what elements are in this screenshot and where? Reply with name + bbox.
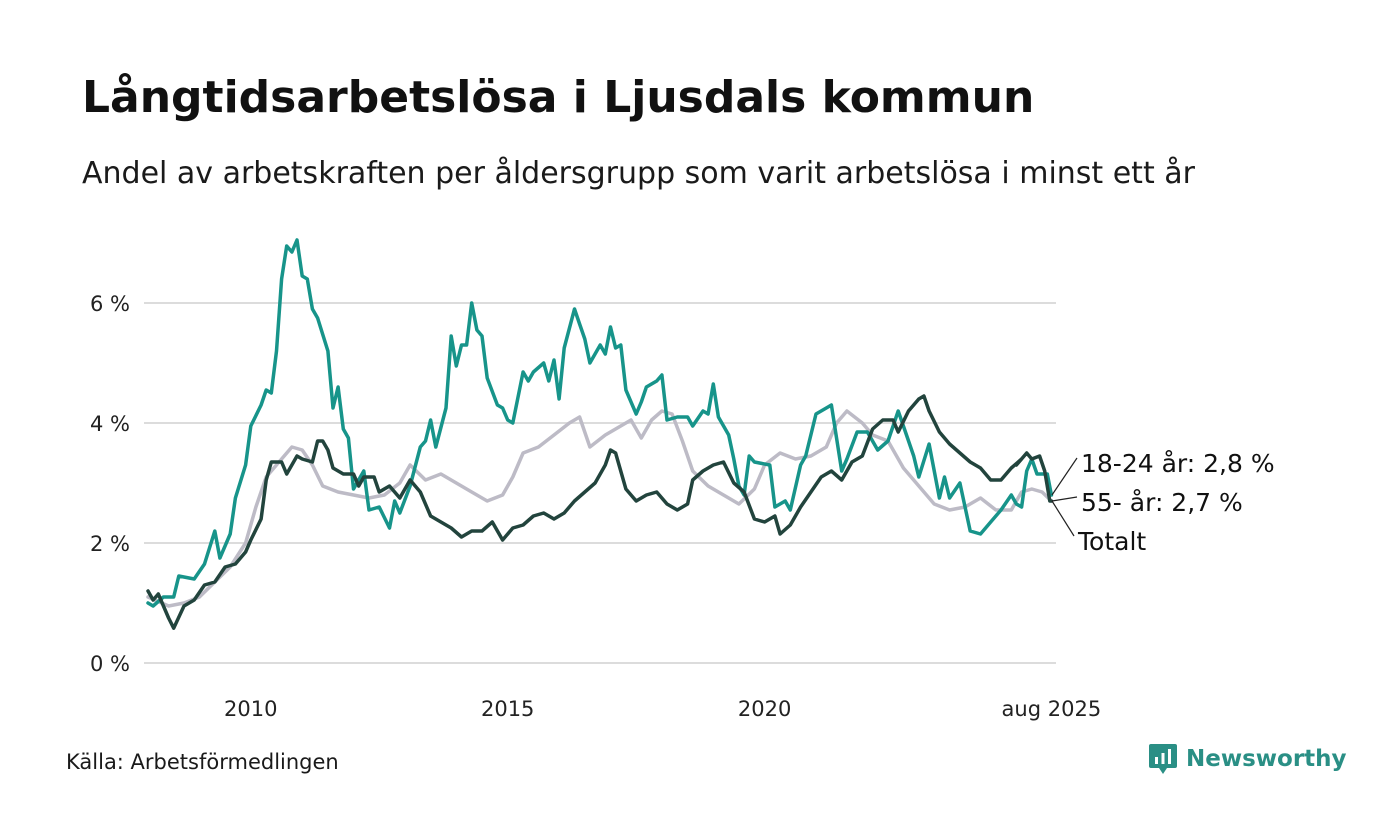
brand-logo: Newsworthy [1148,742,1347,776]
end-labels: 18-24 år: 2,8 % 55- år: 2,7 % Totalt [1051,449,1275,556]
end-label: 18-24 år: 2,8 % [1081,449,1275,478]
y-tick-label: 0 % [90,652,130,676]
chart-title: Långtidsarbetslösa i Ljusdals kommun [82,72,1035,123]
y-tick-label: 4 % [90,412,130,436]
y-tick-label: 2 % [90,532,130,556]
series-line-2 [146,394,1054,630]
end-label-leader [1051,496,1078,502]
source-note: Källa: Arbetsförmedlingen [66,750,339,774]
x-tick-label: 2010 [224,697,277,721]
end-label-leader [1051,457,1078,496]
end-label: 55- år: 2,7 % [1081,488,1243,517]
brand-name: Newsworthy [1186,746,1347,772]
y-tick-label: 6 % [90,292,130,316]
end-label: Totalt [1077,527,1146,556]
x-axis-ticks: 2010 2015 2020 aug 2025 [224,697,1101,721]
y-axis-ticks: 0 % 2 % 4 % 6 % [90,292,130,676]
chart-subtitle: Andel av arbetskraften per åldersgrupp s… [82,156,1195,191]
x-tick-label: 2015 [481,697,534,721]
newsworthy-logo-icon [1149,744,1177,774]
series-line-0 [146,409,1054,608]
series-lines [146,238,1054,630]
grid-lines [144,302,1056,664]
x-tick-label: 2020 [738,697,791,721]
end-label-leader [1051,500,1075,537]
x-tick-label: aug 2025 [1002,697,1102,721]
